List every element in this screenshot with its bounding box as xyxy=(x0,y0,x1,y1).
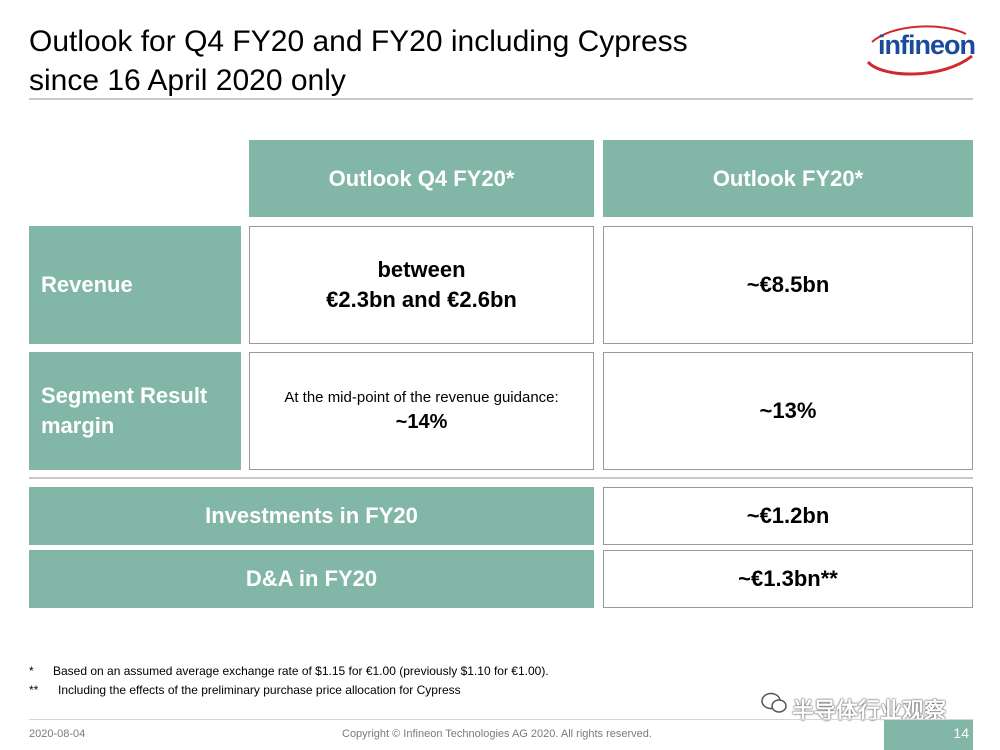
header-outlook-q4: Outlook Q4 FY20* xyxy=(249,140,594,217)
footer-divider xyxy=(29,719,973,720)
footnote-1: * Based on an assumed average exchange ra… xyxy=(29,664,549,678)
slide-title: Outlook for Q4 FY20 and FY20 including C… xyxy=(29,22,688,100)
row-label-investments: Investments in FY20 xyxy=(29,487,594,545)
cell-investments-value: ~€1.2bn xyxy=(603,487,973,545)
row-label-revenue: Revenue xyxy=(29,226,241,344)
page-number: 14 xyxy=(953,725,969,741)
cell-da-value: ~€1.3bn** xyxy=(603,550,973,608)
title-line-2: since 16 April 2020 only xyxy=(29,64,346,97)
footnote-2-text: Including the effects of the preliminary… xyxy=(58,683,461,697)
footer-copyright: Copyright © Infineon Technologies AG 202… xyxy=(342,728,652,740)
logo-wordmark: infineon xyxy=(878,30,976,60)
revenue-q4-line1: between xyxy=(377,257,466,282)
wechat-icon xyxy=(761,692,787,713)
page-number-box xyxy=(884,720,973,750)
segment-q4-value: ~14% xyxy=(395,411,448,433)
cell-revenue-fy: ~€8.5bn xyxy=(603,226,973,344)
row-label-da: D&A in FY20 xyxy=(29,550,594,608)
header-outlook-fy: Outlook FY20* xyxy=(603,140,973,217)
cell-segment-fy: ~13% xyxy=(603,352,973,470)
title-divider xyxy=(29,98,973,100)
da-value: ~€1.3bn** xyxy=(738,566,838,591)
footnote-1-text: Based on an assumed average exchange rat… xyxy=(53,664,549,678)
revenue-fy-value: ~€8.5bn xyxy=(746,272,830,297)
footer-date: 2020-08-04 xyxy=(29,728,86,740)
watermark-text: 半导体行业观察 xyxy=(792,698,947,723)
segment-label-line1: Segment Result xyxy=(41,383,208,408)
title-line-1: Outlook for Q4 FY20 and FY20 including C… xyxy=(29,25,688,58)
footnote-1-mark: * xyxy=(29,664,34,678)
table-separator xyxy=(29,477,973,479)
footnote-2-mark: ** xyxy=(29,683,39,697)
segment-label-line2: margin xyxy=(41,413,115,438)
footnote-2: ** Including the effects of the prelimina… xyxy=(29,683,461,697)
infineon-logo xyxy=(866,25,973,76)
cell-segment-q4: At the mid-point of the revenue guidance… xyxy=(249,352,594,470)
segment-fy-value: ~13% xyxy=(759,398,817,423)
row-label-segment-result: Segment Result margin xyxy=(29,352,241,470)
cell-revenue-q4: between €2.3bn and €2.6bn xyxy=(249,226,594,344)
investments-value: ~€1.2bn xyxy=(746,503,830,528)
segment-q4-note: At the mid-point of the revenue guidance… xyxy=(284,389,559,406)
revenue-q4-line2: €2.3bn and €2.6bn xyxy=(326,287,517,312)
